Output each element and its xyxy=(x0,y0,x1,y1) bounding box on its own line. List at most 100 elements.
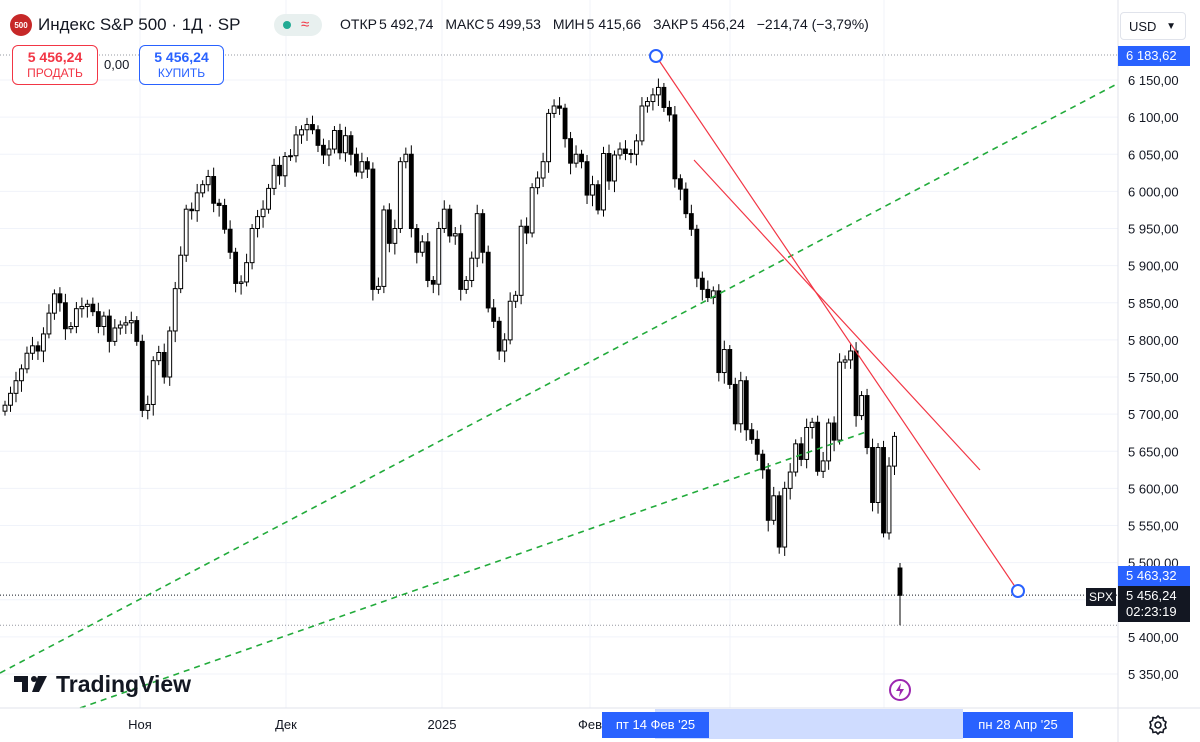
candle xyxy=(875,443,881,514)
candle-body xyxy=(452,233,458,237)
candle xyxy=(496,316,502,360)
candle xyxy=(337,123,343,160)
candle xyxy=(139,334,145,418)
candle-body xyxy=(661,86,667,108)
candle xyxy=(381,205,387,294)
symbol-title[interactable]: Индекс S&P 500 · 1Д · SP xyxy=(38,15,241,34)
candle-body xyxy=(875,447,881,503)
candle xyxy=(760,449,766,479)
candle xyxy=(815,415,821,476)
candle xyxy=(721,340,727,384)
candle-body xyxy=(491,307,497,322)
candle xyxy=(765,463,771,532)
candle xyxy=(452,227,458,245)
tradingview-logo[interactable]: TradingView xyxy=(14,669,191,699)
candle xyxy=(332,126,337,154)
chart-header: 500 Индекс S&P 500 · 1Д · SP ≈ ОТКР 5 492… xyxy=(0,0,1118,50)
candle-body xyxy=(683,188,689,215)
candle xyxy=(897,562,903,626)
candle xyxy=(672,105,678,188)
candle xyxy=(848,344,854,369)
candle-body xyxy=(183,208,189,256)
trendlines xyxy=(0,49,1116,709)
candle xyxy=(244,253,250,287)
x-tick-label: Дек xyxy=(275,717,297,732)
candle-body xyxy=(2,404,8,412)
candle xyxy=(101,311,107,336)
candle-body xyxy=(864,395,870,449)
candle xyxy=(348,131,354,166)
crosshair-date-label-start: пт 14 Фев '25 xyxy=(602,712,709,738)
red-trendline-secondary xyxy=(693,159,981,471)
candle-body xyxy=(705,288,711,299)
green-dashed-trendline-lower xyxy=(79,431,867,709)
candle-body xyxy=(359,161,365,173)
candle-body xyxy=(815,421,821,472)
candle-body xyxy=(469,257,475,281)
candle-body xyxy=(24,352,30,370)
candle xyxy=(315,125,321,153)
candle-body xyxy=(892,435,897,467)
candle-body xyxy=(623,148,628,155)
lightning-icon[interactable] xyxy=(888,678,912,702)
candle-body xyxy=(529,187,535,234)
candle xyxy=(128,311,134,334)
sell-button[interactable]: 5 456,24 ПРОДАТЬ xyxy=(12,45,98,85)
candle-body xyxy=(666,106,672,116)
candle xyxy=(628,149,634,164)
candle xyxy=(732,377,738,431)
candle xyxy=(299,125,304,144)
candle-body xyxy=(310,124,315,131)
candle-body xyxy=(227,228,233,253)
candle-body xyxy=(255,216,260,229)
settings-gear-icon[interactable] xyxy=(1146,713,1170,737)
market-status-pill[interactable]: ≈ xyxy=(274,14,322,36)
symbol-tag: SPX xyxy=(1086,588,1116,606)
candle-body xyxy=(62,302,68,330)
candle xyxy=(782,481,788,556)
candle-body xyxy=(271,164,277,189)
candle-body xyxy=(546,112,552,163)
candle-body xyxy=(123,322,129,326)
symbol-logo[interactable]: 500 xyxy=(10,14,32,36)
candle xyxy=(688,204,694,236)
x-tick-label: Ноя xyxy=(128,717,152,732)
candle-body xyxy=(30,345,35,354)
candle-body xyxy=(557,105,562,109)
candle-body xyxy=(518,225,524,296)
candle-body xyxy=(79,305,85,310)
candle xyxy=(84,299,90,318)
candle xyxy=(579,149,584,169)
candle-body xyxy=(699,277,705,290)
candle xyxy=(491,299,497,328)
candle xyxy=(277,156,282,185)
currency-select[interactable]: USD ▼ xyxy=(1120,12,1186,40)
y-tick-label: 5 350,00 xyxy=(1128,667,1179,682)
candle xyxy=(738,371,744,433)
candle-body xyxy=(348,135,354,155)
candle-body xyxy=(35,345,41,352)
candle-body xyxy=(244,262,250,283)
candle-body xyxy=(299,129,304,136)
candle-body xyxy=(524,225,530,234)
candle xyxy=(353,147,359,177)
candle-body xyxy=(194,192,200,212)
candle-body xyxy=(337,129,343,154)
candle-body xyxy=(8,392,13,406)
candle xyxy=(260,200,266,228)
candle xyxy=(178,246,184,294)
candle xyxy=(167,326,173,386)
candle xyxy=(562,103,568,148)
candle-body xyxy=(68,326,74,330)
candle xyxy=(194,183,200,222)
candle xyxy=(238,275,244,295)
candle xyxy=(776,491,782,554)
buy-button[interactable]: 5 456,24 КУПИТЬ xyxy=(139,45,224,85)
y-tick-label: 5 950,00 xyxy=(1128,222,1179,237)
candle xyxy=(699,271,705,301)
candle-body xyxy=(112,327,118,342)
candle-body xyxy=(579,153,584,163)
candle xyxy=(623,140,628,161)
